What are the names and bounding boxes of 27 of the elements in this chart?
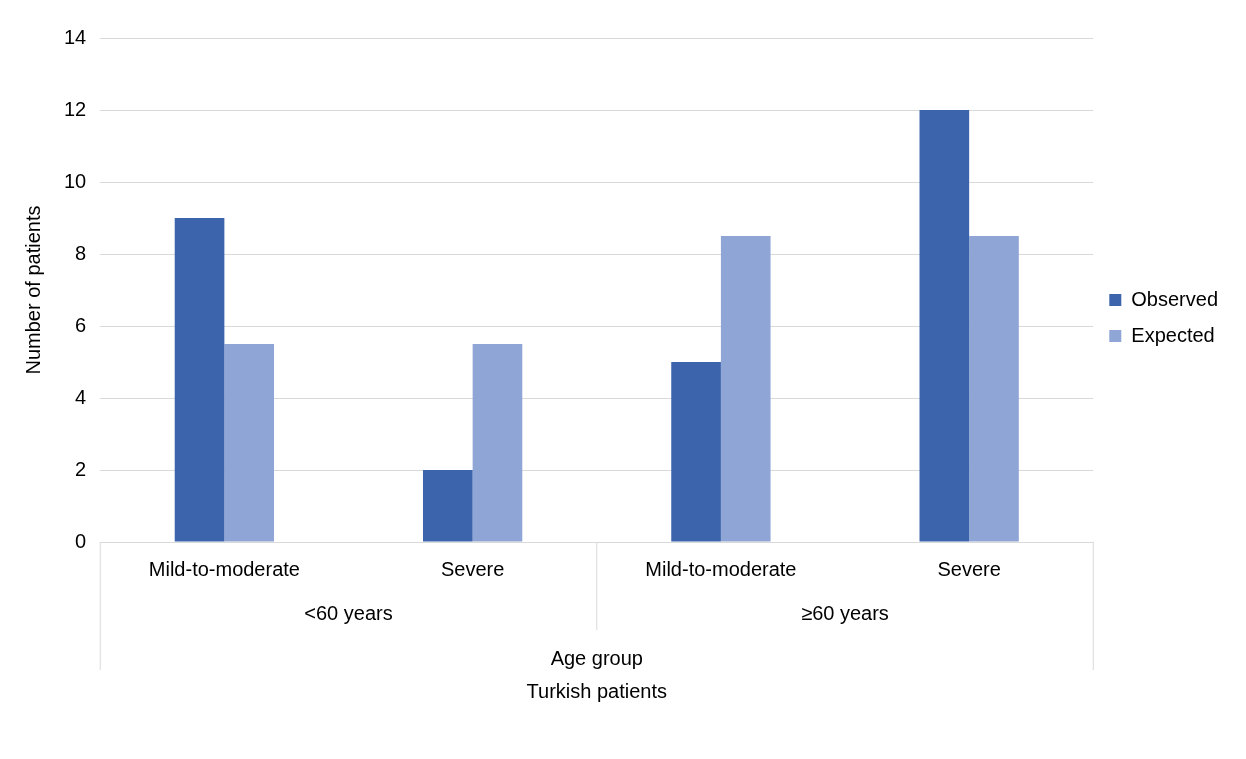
y-tick-label: 6 <box>75 313 87 336</box>
y-tick-label: 10 <box>64 169 87 192</box>
x-axis-title: Age group <box>550 646 643 669</box>
text: ≥60 years <box>801 601 889 624</box>
bar <box>174 218 225 542</box>
y-tick-label: 12 <box>64 97 87 120</box>
text: <60 years <box>304 601 393 624</box>
legend-label: Observed <box>1131 287 1219 310</box>
bar <box>422 470 473 542</box>
legend-label: Expected <box>1131 323 1215 346</box>
bar <box>224 344 275 542</box>
bar <box>720 236 771 542</box>
x-tick-label: Severe <box>440 557 505 580</box>
y-tick-label: 2 <box>75 457 87 480</box>
bar <box>472 344 523 542</box>
y-axis-title: Number of patients <box>21 205 44 375</box>
y-tick-label: 14 <box>64 25 87 48</box>
x-tick-label: Severe <box>937 557 1001 580</box>
bar <box>919 110 970 542</box>
x-tick-label: Mild-to-moderate <box>148 557 300 580</box>
y-tick-label: 8 <box>75 241 87 264</box>
y-tick-label: 4 <box>75 385 87 408</box>
bar <box>671 362 721 542</box>
y-tick-label: 0 <box>75 529 87 552</box>
text: Turkish patients <box>526 679 667 702</box>
x-tick-label: Mild-to-moderate <box>645 557 797 580</box>
bar <box>969 236 1019 542</box>
